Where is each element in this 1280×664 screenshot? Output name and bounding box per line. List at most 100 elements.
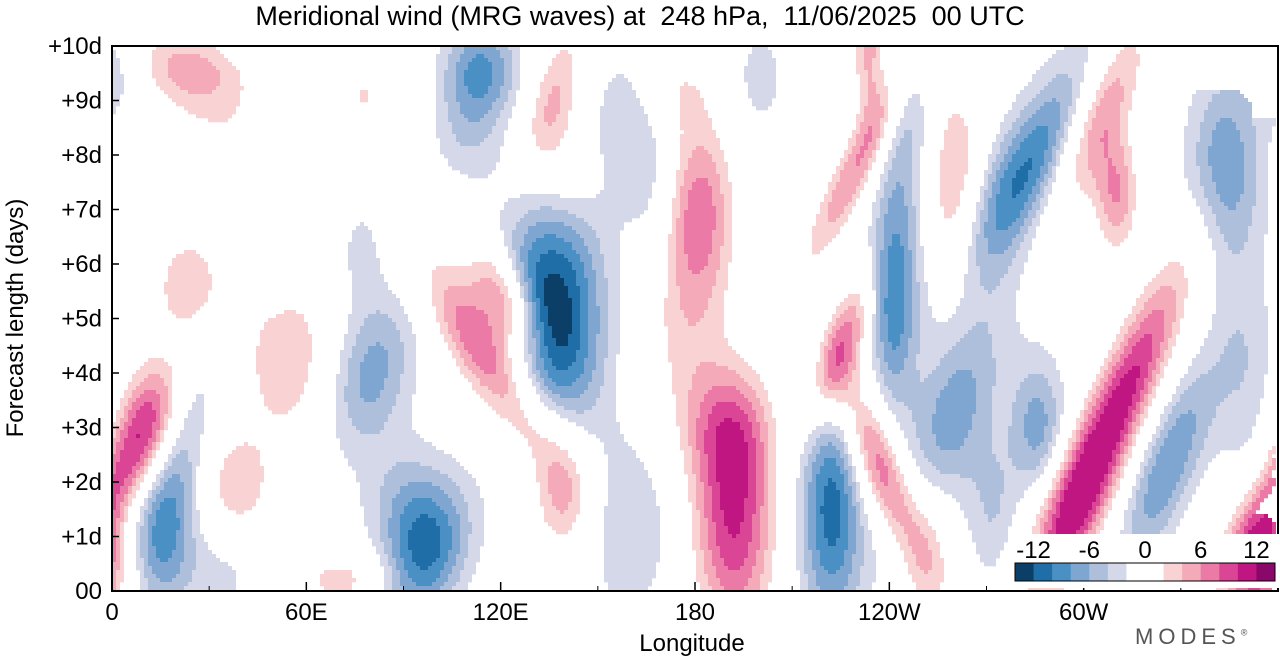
field-cell (1196, 430, 1208, 435)
field-cell (860, 446, 864, 451)
field-cell (472, 382, 480, 387)
field-cell (768, 506, 776, 511)
field-cell (192, 402, 204, 407)
field-cell (1244, 506, 1252, 511)
field-cell (976, 486, 1004, 491)
field-cell (992, 406, 1012, 411)
field-cell (1124, 346, 1132, 351)
field-cell (1088, 146, 1104, 151)
field-cell (848, 366, 856, 371)
field-cell (168, 390, 172, 395)
field-cell (1112, 366, 1120, 371)
field-cell (364, 318, 392, 323)
field-cell (1180, 398, 1224, 403)
field-cell (920, 310, 932, 315)
field-cell (824, 522, 840, 527)
field-cell (1176, 310, 1184, 315)
field-cell (584, 370, 592, 375)
field-cell (888, 334, 900, 339)
field-cell (1056, 526, 1080, 531)
field-cell (1196, 422, 1212, 427)
field-cell (1120, 102, 1132, 107)
field-cell (116, 526, 120, 531)
field-cell (452, 126, 492, 131)
field-cell (608, 282, 620, 287)
field-cell (672, 370, 696, 375)
field-cell (148, 462, 152, 467)
field-cell (1060, 470, 1064, 475)
field-cell (732, 534, 736, 539)
field-cell (1256, 498, 1264, 503)
field-cell (1084, 422, 1092, 427)
field-cell (1172, 398, 1180, 403)
field-cell (448, 474, 472, 479)
field-cell (1184, 174, 1200, 179)
field-cell (1060, 110, 1068, 115)
field-cell (600, 122, 648, 127)
field-cell (568, 418, 616, 423)
field-cell (884, 186, 896, 191)
field-cell (548, 102, 560, 107)
field-cell (828, 362, 836, 367)
field-cell (544, 366, 556, 371)
field-cell (860, 514, 868, 519)
field-cell (872, 262, 876, 267)
field-cell (816, 522, 824, 527)
field-cell (976, 238, 988, 243)
field-cell (808, 498, 816, 503)
field-cell (384, 386, 400, 391)
field-cell (220, 78, 240, 83)
field-cell (1120, 366, 1132, 371)
field-cell (668, 342, 728, 347)
field-cell (348, 314, 368, 319)
field-cell (532, 362, 536, 367)
field-cell (164, 474, 172, 479)
field-cell (1120, 138, 1128, 143)
field-cell (728, 526, 740, 531)
field-cell (556, 342, 568, 347)
field-cell (836, 446, 844, 451)
field-cell (908, 222, 916, 227)
field-cell (896, 470, 900, 475)
field-cell (112, 502, 116, 507)
field-cell (948, 118, 964, 123)
field-cell (852, 494, 856, 499)
field-cell (864, 50, 876, 55)
field-cell (916, 458, 928, 463)
field-cell (1164, 426, 1172, 431)
field-cell (604, 182, 652, 187)
field-cell (680, 214, 684, 219)
field-cell (388, 522, 400, 527)
field-cell (548, 346, 580, 351)
field-cell (1200, 206, 1212, 211)
field-cell (976, 246, 988, 251)
field-cell (764, 414, 772, 419)
field-cell (808, 534, 816, 539)
field-cell (748, 54, 772, 59)
field-cell (548, 98, 560, 103)
field-cell (1052, 150, 1056, 155)
field-cell (1148, 474, 1180, 479)
field-cell (536, 366, 544, 371)
field-cell (572, 302, 580, 307)
field-cell (504, 314, 512, 319)
field-cell (1064, 454, 1068, 459)
field-cell (544, 330, 552, 335)
field-cell (716, 362, 748, 367)
field-cell (136, 546, 140, 551)
field-cell (824, 354, 828, 359)
field-cell (1068, 482, 1100, 487)
field-cell (1112, 482, 1116, 487)
field-cell (852, 134, 856, 139)
field-cell (868, 234, 876, 239)
field-cell (112, 550, 116, 555)
field-cell (716, 226, 724, 231)
field-cell (600, 142, 656, 147)
field-cell (816, 474, 844, 479)
field-cell (848, 158, 856, 163)
field-cell (168, 294, 208, 299)
field-cell (448, 326, 456, 331)
field-cell (1004, 482, 1032, 487)
field-cell (436, 58, 448, 63)
field-cell (892, 530, 904, 535)
